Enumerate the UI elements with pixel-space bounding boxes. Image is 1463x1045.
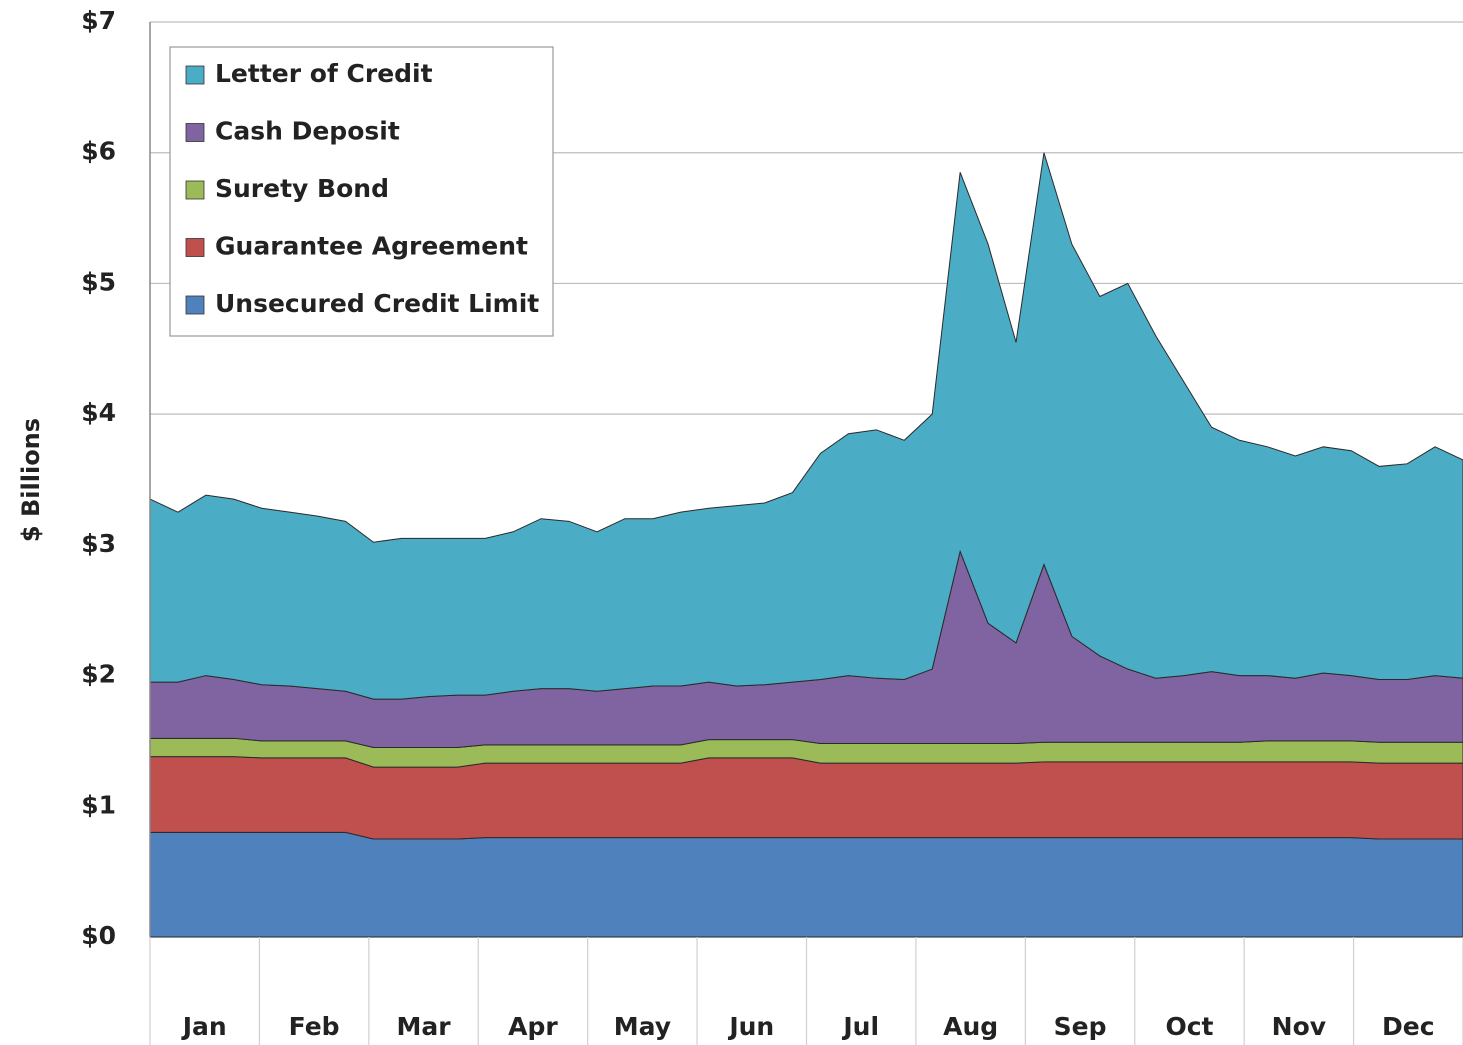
x-tick-label: Feb (289, 1012, 340, 1041)
legend-label: Letter of Credit (215, 59, 433, 88)
x-tick-label: Apr (508, 1012, 558, 1041)
legend: Letter of Credit Cash Deposit Surety Bond G… (169, 46, 554, 337)
legend-label: Unsecured Credit Limit (215, 289, 539, 318)
x-tick-label: Jan (181, 1012, 227, 1041)
y-tick-label: $4 (81, 398, 116, 427)
x-tick-label: Aug (943, 1012, 998, 1041)
y-tick-label: $3 (81, 529, 116, 558)
legend-swatch (185, 238, 205, 257)
y-tick-label: $6 (81, 137, 116, 166)
y-tick-label: $7 (81, 6, 116, 35)
y-tick-label: $2 (81, 660, 116, 689)
legend-swatch (185, 295, 205, 315)
x-tick-label: May (614, 1012, 671, 1041)
x-tick-label: Mar (397, 1012, 452, 1041)
legend-swatch (185, 65, 205, 85)
x-tick-label: Dec (1382, 1012, 1435, 1041)
y-axis-label: $ Billions (17, 418, 45, 542)
area (149, 756, 1463, 840)
legend-box (169, 46, 554, 337)
x-tick-label: Jul (841, 1012, 879, 1041)
legend-swatch (185, 180, 205, 200)
x-tick-label: Jun (727, 1012, 774, 1041)
legend-label: Cash Deposit (215, 117, 400, 146)
x-tick-label: Nov (1272, 1012, 1326, 1041)
y-tick-label: $0 (81, 921, 116, 950)
x-tick-label: Oct (1165, 1012, 1213, 1041)
x-tick-label: Sep (1054, 1012, 1107, 1041)
area (149, 152, 1463, 700)
y-tick-label: $1 (81, 790, 116, 819)
y-tick-label: $5 (81, 267, 116, 296)
area (149, 831, 1463, 938)
legend-label: Surety Bond (215, 174, 389, 203)
legend-swatch (185, 123, 205, 142)
legend-label: Guarantee Agreement (215, 232, 528, 261)
